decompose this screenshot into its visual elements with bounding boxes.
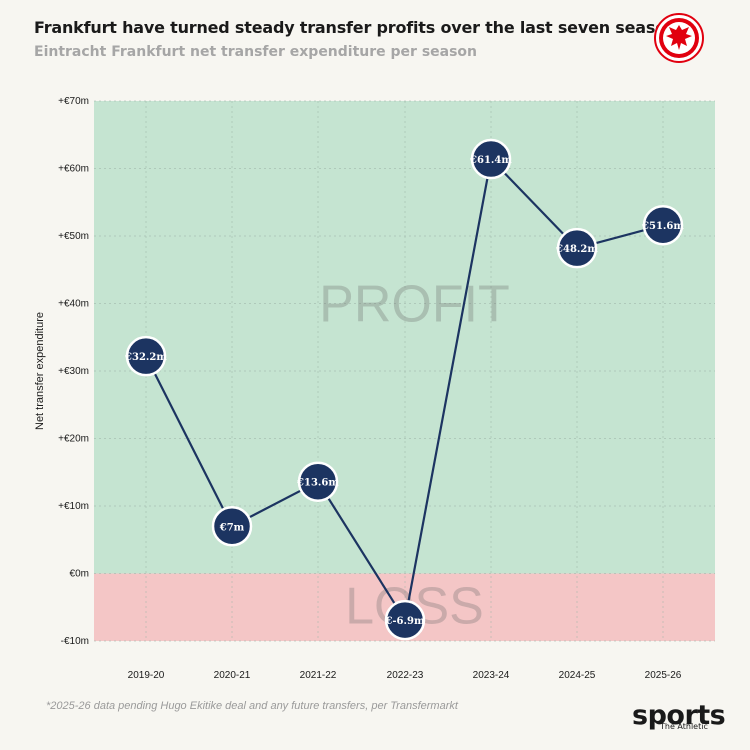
data-label: €7m: [219, 522, 245, 533]
footnote: *2025-26 data pending Hugo Ekitike deal …: [46, 700, 458, 712]
brand-sublabel: The Athletic: [660, 722, 708, 731]
data-label: €13.6m: [296, 478, 339, 489]
data-label: €-6.9m: [384, 616, 425, 627]
x-tick-label: 2019-20: [128, 670, 165, 681]
data-label: €51.6m: [641, 221, 684, 232]
chart-title: Frankfurt have turned steady transfer pr…: [34, 18, 687, 37]
y-tick-label: +€60m: [58, 164, 89, 175]
data-point: [211, 506, 253, 547]
y-tick-label: +€40m: [58, 299, 89, 310]
data-point: [556, 227, 598, 269]
x-tick-label: 2025-26: [645, 670, 682, 681]
data-point: [642, 204, 684, 246]
x-tick-label: 2024-25: [559, 670, 596, 681]
chart-subtitle: Eintracht Frankfurt net transfer expendi…: [34, 44, 478, 60]
club-crest-icon: [654, 13, 704, 63]
y-tick-label: +€50m: [58, 231, 89, 242]
brand-logo: sports: [632, 700, 726, 731]
y-axis-label: Net transfer expenditure: [34, 312, 46, 430]
x-tick-label: 2021-22: [300, 670, 337, 681]
y-tick-label: +€30m: [58, 366, 89, 377]
data-label: €61.4m: [469, 155, 512, 166]
x-tick-label: 2020-21: [214, 670, 251, 681]
zone-label-profit: PROFIT: [319, 276, 510, 334]
x-tick-label: 2022-23: [387, 670, 424, 681]
y-tick-label: +€20m: [58, 434, 89, 445]
data-label: €32.2m: [124, 352, 167, 363]
y-tick-label: €0m: [70, 569, 89, 580]
data-label: €48.2m: [555, 244, 598, 255]
y-tick-label: +€70m: [58, 96, 89, 107]
x-tick-label: 2023-24: [473, 670, 510, 681]
zone-profit: [94, 101, 715, 574]
data-point: [297, 461, 339, 502]
data-point: [470, 138, 512, 180]
y-tick-label: +€10m: [58, 501, 89, 512]
data-point: [384, 599, 426, 641]
y-tick-label: -€10m: [61, 636, 89, 647]
data-point: [125, 335, 167, 377]
